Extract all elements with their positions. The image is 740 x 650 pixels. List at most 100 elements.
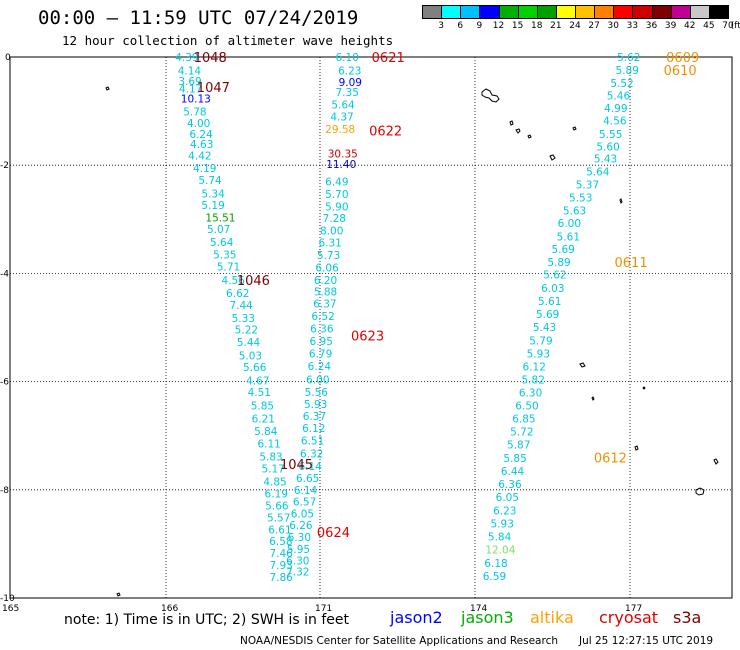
latitude-tick-label: -8 — [0, 486, 9, 496]
wave-height-label: 6.37 — [303, 411, 326, 423]
wave-height-label: 4.56 — [221, 275, 245, 287]
island-outline — [634, 445, 639, 451]
wave-height-label: 6.51 — [301, 436, 324, 448]
pass-time-label: 0624 — [317, 526, 350, 541]
wave-height-label: 6.05 — [291, 509, 314, 521]
wave-height-label: 5.55 — [599, 129, 622, 141]
colorbar-label: 45 — [703, 21, 715, 31]
wave-height-label: 5.56 — [305, 387, 329, 399]
wave-height-label: 4.67 — [246, 376, 269, 388]
wave-height-label: 5.69 — [536, 309, 559, 321]
colorbar-label: 24 — [569, 21, 581, 31]
wave-height-label: 5.69 — [551, 244, 574, 256]
legend-jason2: jason2 — [390, 608, 443, 627]
pass-time-label: 0612 — [594, 451, 627, 466]
wave-height-label: 6.20 — [314, 275, 337, 287]
wave-height-label: 6.85 — [512, 413, 535, 425]
wave-height-label: 6.19 — [265, 489, 288, 501]
pass-time-label: 0623 — [351, 330, 384, 345]
wave-height-label: 6.50 — [515, 400, 538, 412]
wave-height-label: 6.30 — [288, 532, 311, 544]
wave-height-label: 5.93 — [304, 399, 327, 411]
wave-height-label: 5.72 — [510, 426, 533, 438]
map-title: 00:00 — 11:59 UTC 07/24/2019 — [38, 7, 359, 29]
wave-height-label: 4.14 — [178, 66, 202, 78]
wave-height-label: 6.23 — [493, 505, 516, 517]
island-outline — [572, 126, 577, 131]
island-outlines — [105, 86, 719, 597]
wave-height-label: 6.95 — [310, 336, 333, 348]
longitude-tick-label: 174 — [470, 604, 487, 614]
wave-height-label: 5.83 — [259, 451, 282, 463]
wave-height-label: 10.13 — [181, 94, 211, 106]
wave-height-label: 5.63 — [563, 206, 586, 218]
wave-height-label: 4.39 — [175, 52, 198, 64]
colorbar-label: 36 — [645, 21, 658, 31]
wave-height-colorbar — [422, 5, 729, 19]
wave-height-label: 5.57 — [267, 512, 290, 524]
wave-height-label: 5.64 — [331, 100, 355, 112]
wave-height-label: 6.24 — [189, 129, 213, 141]
colorbar-label: (ft) — [730, 21, 740, 31]
pass-time-label: 1047 — [197, 81, 230, 96]
credit-line: NOAA/NESDIS Center for Satellite Applica… — [240, 635, 558, 647]
wave-height-label: 30.35 — [328, 148, 358, 160]
wave-height-label: 4.42 — [188, 150, 211, 162]
island-outline — [527, 134, 532, 139]
legend-jason3: jason3 — [461, 608, 514, 627]
wave-height-label: 6.37 — [313, 299, 336, 311]
pass-time-labels: 1048 1047 1046 1045 0621 0622 0623 0624 06090610… — [194, 51, 700, 541]
wave-height-label: 7.35 — [336, 87, 359, 99]
island-outline — [549, 154, 556, 161]
footer-note: note: 1) Time is in UTC; 2) SWH is in fe… — [64, 612, 350, 628]
wave-height-label: 4.17 — [179, 83, 202, 95]
pass-time-label: 0621 — [372, 51, 405, 66]
pass-time-label: 1045 — [280, 458, 313, 473]
generation-timestamp: Jul 25 12:27:15 UTC 2019 — [579, 635, 714, 647]
latitude-tick-label: -2 — [0, 161, 9, 171]
wave-height-label: 6.44 — [501, 466, 525, 478]
wave-height-label: 6.11 — [257, 438, 280, 450]
wave-height-label: 5.43 — [594, 154, 617, 166]
colorbar-label: 9 — [476, 21, 483, 31]
island-outline — [105, 86, 110, 91]
wave-height-label: 6.00 — [306, 374, 329, 386]
wave-height-label: 12.04 — [485, 544, 515, 556]
wave-height-label: 7.93 — [269, 560, 292, 572]
wave-height-label: 8.00 — [320, 226, 343, 238]
wave-height-label: 6.26 — [289, 520, 313, 532]
longitude-tick-label: 166 — [161, 604, 178, 614]
wave-height-label: 5.74 — [198, 175, 222, 187]
wave-height-label: 5.66 — [265, 500, 289, 512]
pass-time-label: 0610 — [664, 64, 697, 79]
wave-height-label: 4.37 — [330, 112, 353, 124]
wave-height-label: 5.61 — [538, 296, 561, 308]
legend-cryosat: cryosat — [599, 608, 659, 627]
wave-height-label: 6.58 — [269, 536, 292, 548]
colorbar-label: 33 — [626, 21, 639, 31]
wave-height-label: 5.84 — [254, 426, 278, 438]
map-grid: 165 166 171 174 177 0 -2 -4 -6 -8 -10 — [0, 53, 733, 614]
colorbar-label: 12 — [492, 21, 505, 31]
wave-height-label: 5.33 — [232, 313, 255, 325]
wave-height-label: 5.66 — [243, 362, 267, 374]
wave-height-label: 5.84 — [488, 531, 512, 543]
colorbar-label: 18 — [531, 21, 543, 31]
wave-height-label: 6.18 — [484, 558, 507, 570]
map-border — [9, 56, 733, 599]
colorbar-label: 27 — [588, 21, 600, 31]
colorbar-label: 21 — [550, 21, 562, 31]
wave-height-label: 6.03 — [541, 283, 564, 295]
wave-height-label: 4.51 — [248, 387, 271, 399]
colorbar-label: 30 — [607, 21, 619, 31]
island-outline — [619, 198, 623, 204]
wave-height-label: 5.78 — [183, 107, 206, 119]
wave-height-label: 5.19 — [201, 200, 224, 212]
wave-height-label: 5.22 — [235, 325, 258, 337]
island-outline — [116, 592, 121, 597]
wave-height-label: 7.46 — [269, 548, 293, 560]
wave-height-label: 4.85 — [263, 477, 286, 489]
wave-height-label: 5.46 — [607, 90, 631, 102]
wave-height-label: 6.06 — [315, 262, 339, 274]
wave-height-label: 6.05 — [496, 492, 519, 504]
